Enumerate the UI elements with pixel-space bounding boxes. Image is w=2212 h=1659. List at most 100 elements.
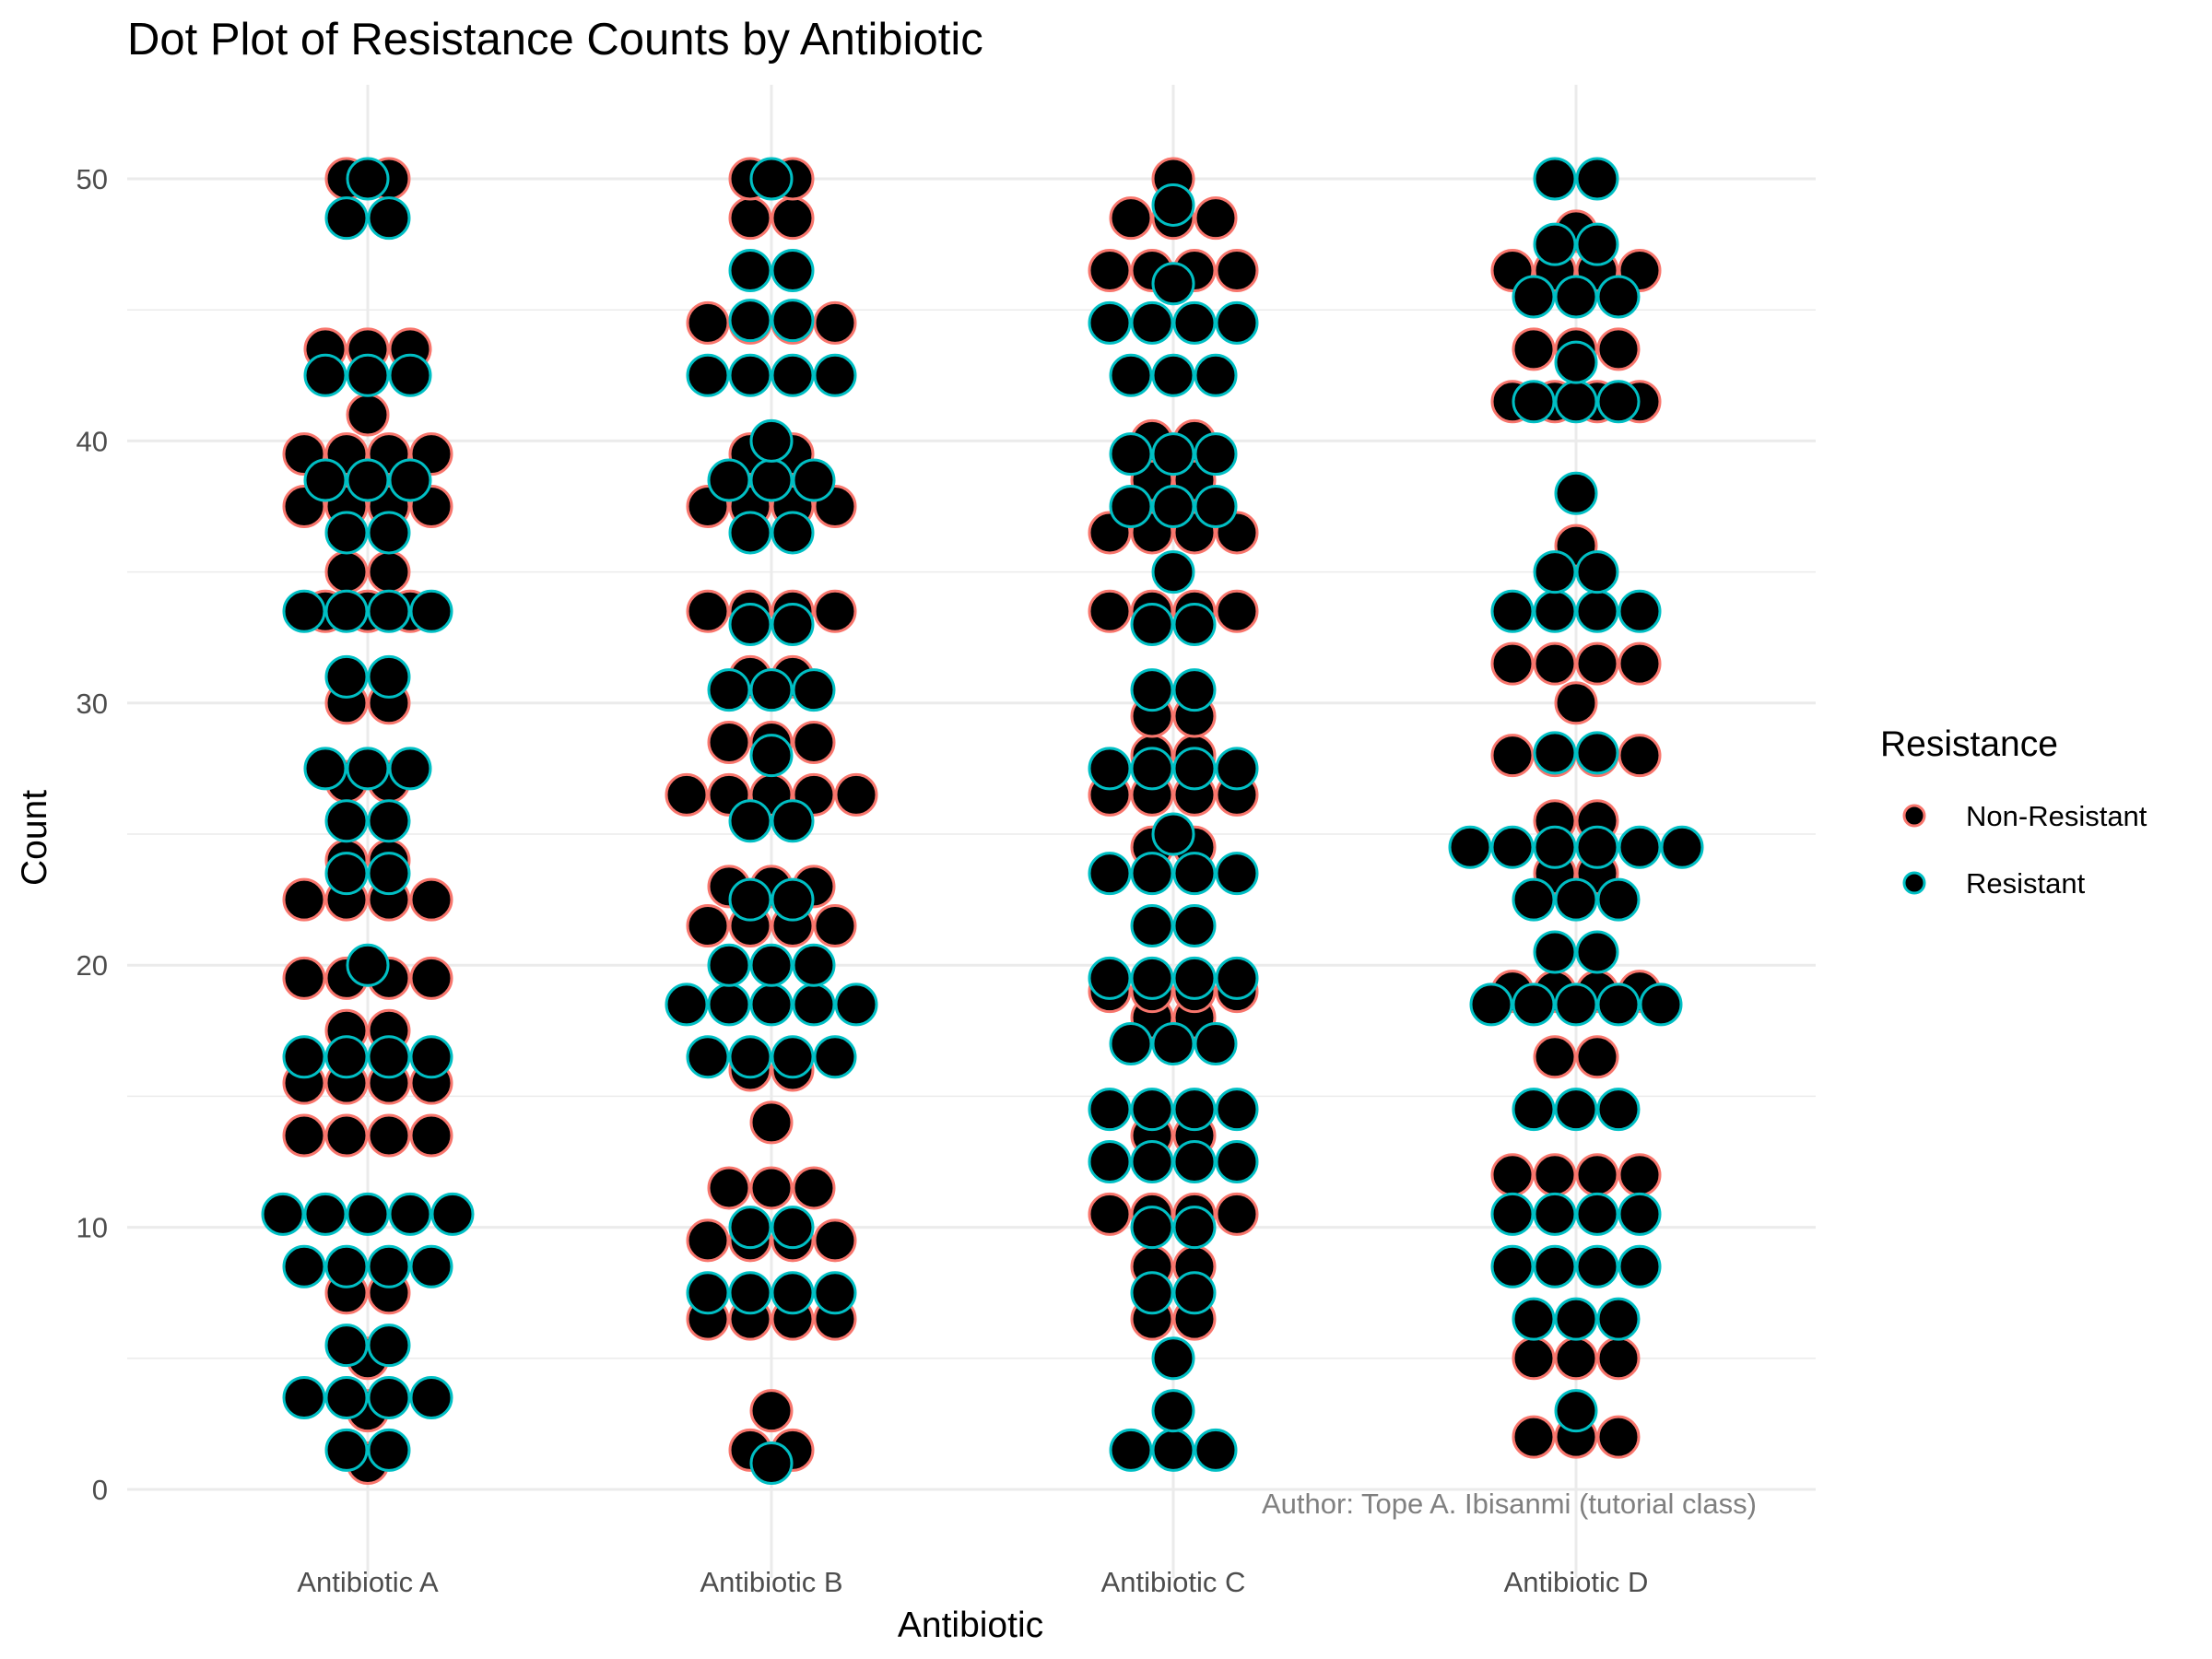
dot-resistant [1490, 825, 1535, 869]
dot-resistant [324, 1428, 369, 1472]
dot-resistant [1130, 1271, 1174, 1315]
dot-resistant [1490, 1192, 1535, 1236]
dot-non-resistant [1554, 681, 1598, 725]
dot-resistant [1151, 1428, 1195, 1472]
dot-resistant [665, 982, 709, 1027]
dot-resistant [1554, 1297, 1598, 1341]
dot-resistant [1151, 550, 1195, 594]
dot-resistant [792, 943, 836, 987]
dot-resistant [707, 982, 751, 1027]
dot-resistant [1172, 668, 1217, 712]
dot-resistant [324, 1035, 369, 1079]
dot-resistant [1130, 300, 1174, 345]
dot-non-resistant [686, 1218, 730, 1263]
dot-resistant [792, 982, 836, 1027]
dot-resistant [707, 668, 751, 712]
y-tick-label: 40 [76, 425, 108, 457]
dot-non-resistant [1533, 1153, 1577, 1197]
dot-non-resistant [1533, 1035, 1577, 1079]
dot-resistant [728, 1035, 772, 1079]
dot-resistant [1533, 222, 1577, 266]
dot-resistant [1172, 1088, 1217, 1132]
dot-resistant [1194, 432, 1238, 477]
dot-resistant [1554, 471, 1598, 515]
dot-resistant [1575, 1244, 1619, 1288]
legend-label-non-resistant: Non-Resistant [1966, 800, 2147, 832]
dot-resistant [1533, 157, 1577, 201]
dot-resistant [409, 1035, 453, 1079]
dot-resistant [728, 299, 772, 343]
dot-resistant [749, 668, 794, 712]
dot-resistant [430, 1192, 475, 1236]
dot-resistant [1575, 731, 1619, 775]
dot-resistant [1215, 956, 1259, 1000]
dot-non-resistant [1215, 249, 1259, 293]
dot-resistant [409, 589, 453, 633]
dot-resistant [282, 1375, 326, 1419]
dot-resistant [1215, 1088, 1259, 1132]
dot-non-resistant [409, 956, 453, 1000]
dot-resistant [1215, 1140, 1259, 1183]
dot-resistant [728, 511, 772, 555]
dot-resistant [1533, 731, 1577, 775]
y-tick-labels: 0 10 20 30 40 50 [76, 163, 108, 1506]
dot-resistant [813, 1035, 857, 1079]
x-tick-label: Antibiotic C [1101, 1566, 1246, 1598]
x-tick-labels: Antibiotic A Antibiotic B Antibiotic C Anti… [297, 1566, 1648, 1598]
dot-resistant [1088, 747, 1132, 791]
dot-resistant [1512, 877, 1556, 922]
dot-non-resistant [792, 1166, 836, 1210]
dot-resistant [282, 1035, 326, 1079]
dot-resistant [1596, 1088, 1641, 1132]
dot-resistant [1215, 852, 1259, 896]
dot-resistant [771, 877, 815, 922]
dot-resistant [1512, 275, 1556, 319]
dot-resistant [728, 799, 772, 843]
dot-resistant [1215, 300, 1259, 345]
dot-resistant [728, 877, 772, 922]
dot-resistant [324, 196, 369, 241]
dot-non-resistant [1490, 734, 1535, 778]
dot-resistant [324, 852, 369, 896]
dot-non-resistant [409, 877, 453, 922]
legend: Resistance Non-Resistant Resistant [1880, 724, 2147, 900]
dot-resistant [1533, 1244, 1577, 1288]
dot-resistant [749, 458, 794, 502]
dot-resistant [1172, 904, 1217, 948]
dot-resistant [1575, 157, 1619, 201]
dot-non-resistant [1512, 327, 1556, 371]
dot-non-resistant [1109, 196, 1153, 241]
dot-resistant [834, 982, 878, 1027]
dot-resistant [303, 458, 347, 502]
dot-resistant [1194, 485, 1238, 528]
dot-resistant [1151, 353, 1195, 397]
legend-key-resistant [1902, 871, 1926, 895]
legend-key-non-resistant [1902, 804, 1926, 828]
dot-resistant [1596, 1297, 1641, 1341]
dot-resistant [1596, 877, 1641, 922]
dot-non-resistant [1596, 1415, 1641, 1459]
legend-entry-non-resistant: Non-Resistant [1902, 800, 2147, 832]
dot-non-resistant [1215, 589, 1259, 633]
dot-resistant [1130, 668, 1174, 712]
dot-resistant [1172, 300, 1217, 345]
dot-non-resistant [1618, 1153, 1662, 1197]
dot-non-resistant [282, 1113, 326, 1158]
dot-resistant [1151, 485, 1195, 528]
dots-layer [261, 157, 1704, 1486]
dot-resistant [367, 1035, 411, 1079]
dot-non-resistant [813, 300, 857, 345]
dot-resistant [771, 299, 815, 343]
dot-resistant [1194, 1022, 1238, 1066]
y-axis-title: Count [15, 790, 54, 886]
dot-non-resistant [1554, 1336, 1598, 1381]
dot-resistant [1151, 1336, 1195, 1381]
dot-resistant [1130, 1140, 1174, 1183]
dot-non-resistant [1512, 1415, 1556, 1459]
dot-non-resistant [813, 589, 857, 633]
dot-resistant [1088, 300, 1132, 345]
dot-resistant [813, 353, 857, 397]
dot-resistant [1575, 550, 1619, 594]
dot-non-resistant [665, 772, 709, 817]
